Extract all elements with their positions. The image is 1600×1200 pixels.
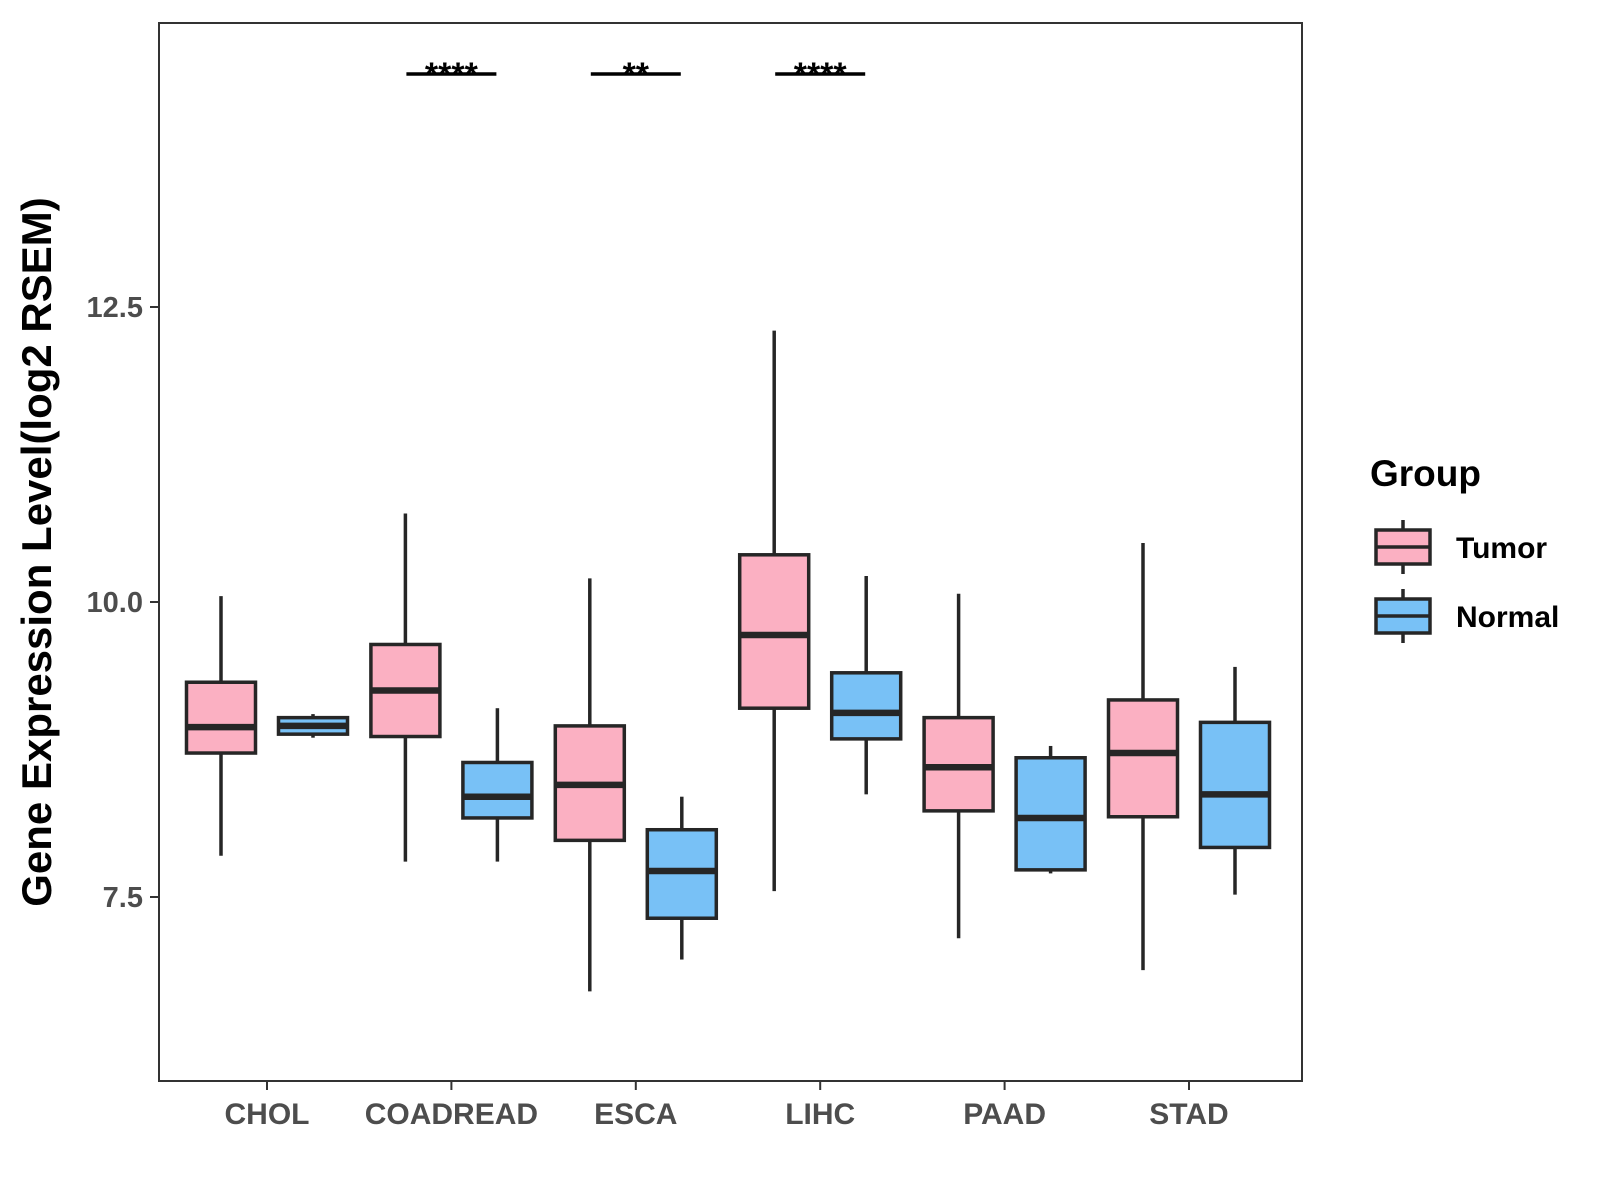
box-normal-paad	[1014, 745, 1087, 874]
box-body	[1014, 756, 1087, 872]
box-body	[1198, 720, 1272, 850]
x-tick-label: LIHC	[785, 1098, 855, 1131]
box-tumor-coadread	[369, 513, 442, 862]
x-tick-label: COADREAD	[365, 1098, 538, 1131]
y-tick-label: 12.5	[87, 292, 143, 324]
significance-label: ****	[794, 56, 848, 94]
legend-title: Group	[1370, 453, 1481, 494]
box-body	[184, 680, 258, 755]
y-axis-title: Gene Expression Level(log2 RSEM)	[13, 197, 60, 907]
box-tumor-paad	[922, 593, 995, 939]
plot-area: **** ** ****	[184, 56, 1272, 992]
x-axis: CHOL COADREAD ESCA LIHC PAAD STAD	[225, 1081, 1229, 1131]
significance-label: ****	[425, 56, 479, 94]
box-tumor-stad	[1106, 543, 1180, 971]
box-tumor-lihc	[737, 330, 811, 892]
x-tick-label: PAAD	[963, 1098, 1046, 1131]
box-body	[1106, 698, 1180, 819]
legend-key-tumor	[1374, 520, 1432, 574]
box-tumor-esca	[553, 578, 627, 992]
y-axis: 7.5 10.0 12.5	[87, 292, 159, 914]
box-tumor-chol	[184, 596, 258, 856]
x-tick-label: CHOL	[225, 1098, 310, 1131]
box-normal-chol	[276, 714, 350, 738]
x-tick-label: STAD	[1149, 1098, 1228, 1131]
legend: Group Tumor Normal	[1370, 453, 1559, 643]
box-body	[737, 553, 811, 710]
x-tick-label: ESCA	[594, 1098, 677, 1131]
box-body	[461, 760, 534, 820]
plot-panel-border	[158, 22, 1303, 1082]
box-normal-stad	[1198, 666, 1272, 895]
box-body	[829, 671, 903, 741]
y-tick-label: 7.5	[103, 882, 143, 914]
y-tick-label: 10.0	[87, 587, 143, 619]
box-normal-coadread	[461, 708, 534, 862]
legend-key-normal	[1374, 589, 1432, 643]
legend-label-tumor: Tumor	[1456, 532, 1547, 565]
legend-label-normal: Normal	[1456, 601, 1559, 634]
box-normal-lihc	[829, 576, 903, 795]
significance-label: **	[623, 56, 650, 94]
box-normal-esca	[645, 796, 719, 960]
